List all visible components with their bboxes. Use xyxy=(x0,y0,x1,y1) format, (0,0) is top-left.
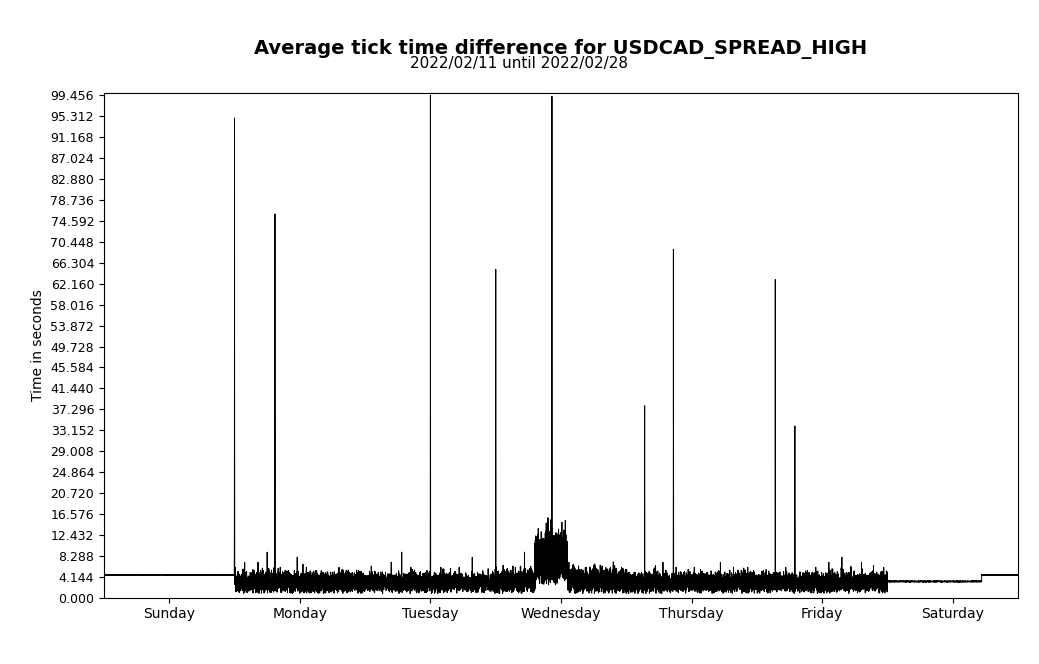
Title: Average tick time difference for USDCAD_SPREAD_HIGH: Average tick time difference for USDCAD_… xyxy=(255,39,868,59)
Text: 2022/02/11 until 2022/02/28: 2022/02/11 until 2022/02/28 xyxy=(410,56,629,72)
Y-axis label: Time in seconds: Time in seconds xyxy=(31,290,45,401)
